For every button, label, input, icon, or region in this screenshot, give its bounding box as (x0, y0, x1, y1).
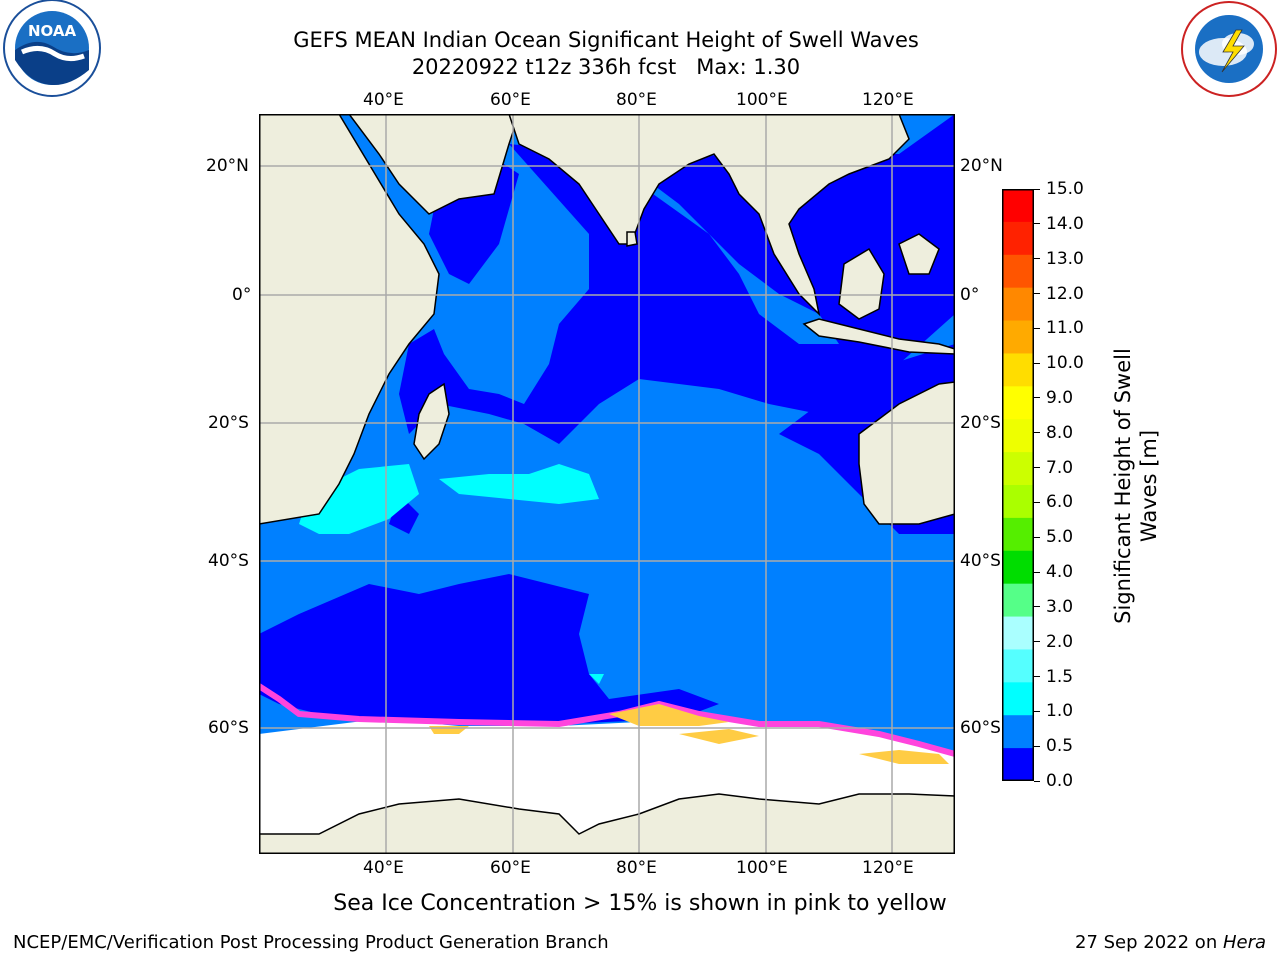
lat-label-left: 20°N (206, 156, 249, 176)
colorbar-tick-label: 8.0 (1034, 423, 1073, 443)
colorbar-tick-mark (1034, 571, 1040, 573)
colorbar-tick-mark (1034, 432, 1040, 434)
footer-credit: NCEP/EMC/Verification Post Processing Pr… (13, 932, 609, 953)
colorbar-swatch (1002, 221, 1034, 256)
lon-label-bottom: 40°E (363, 858, 404, 878)
colorbar-swatch (1002, 583, 1034, 618)
colorbar-tick-label: 1.0 (1034, 701, 1073, 721)
colorbar-tick-mark (1034, 710, 1040, 712)
lat-label-left: 0° (232, 285, 252, 305)
colorbar-swatch (1002, 550, 1034, 585)
colorbar-swatch (1002, 287, 1034, 322)
lat-label-right: 20°S (960, 413, 1001, 433)
lon-label-bottom: 120°E (862, 858, 914, 878)
lon-label-bottom: 100°E (736, 858, 788, 878)
colorbar-swatch (1002, 386, 1034, 420)
colorbar-tick-label: 11.0 (1034, 318, 1084, 338)
colorbar-swatch (1002, 452, 1034, 486)
colorbar-tick-label: 15.0 (1034, 179, 1084, 199)
noaa-logo-text: NOAA (28, 22, 77, 40)
chart-subtitle: 20220922 t12z 336h fcst Max: 1.30 (411, 55, 801, 79)
lat-label-right: 40°S (960, 551, 1001, 571)
colorbar-tick-mark (1034, 188, 1040, 190)
colorbar-tick-label: 2.0 (1034, 632, 1073, 652)
colorbar-label: Significant Height of Swell Waves [m] (1110, 316, 1166, 656)
colorbar-tick-label: 4.0 (1034, 562, 1073, 582)
colorbar-tick-mark (1034, 536, 1040, 538)
lon-label-bottom: 60°E (490, 858, 531, 878)
colorbar-tick-label: 3.0 (1034, 597, 1073, 617)
higher-swell-regions (299, 464, 604, 684)
colorbar-ticks: 15.0 14.0 13.0 12.0 11.0 10.0 9.0 8.0 7.0 6.0 5.0 4… (1034, 179, 1104, 791)
colorbar-swatch (1002, 320, 1034, 354)
colorbar-swatch (1002, 189, 1034, 223)
noaa-logo: NOAA (3, 0, 101, 97)
lat-label-right: 20°N (960, 156, 1003, 176)
lat-label-left: 20°S (208, 413, 249, 433)
lon-label-top: 100°E (736, 90, 788, 110)
colorbar-tick-mark (1034, 641, 1040, 643)
colorbar-tick-mark (1034, 676, 1040, 677)
colorbar-tick-mark (1034, 397, 1040, 399)
lon-label-top: 60°E (490, 90, 531, 110)
colorbar-swatch (1002, 616, 1034, 650)
colorbar-swatch (1002, 682, 1034, 716)
lon-label-bottom: 80°E (616, 858, 657, 878)
colorbar-tick-label: 0.0 (1034, 771, 1073, 791)
colorbar-tick-label: 6.0 (1034, 492, 1073, 512)
lon-label-top: 80°E (616, 90, 657, 110)
colorbar-tick-mark (1034, 327, 1040, 329)
colorbar-tick-mark (1034, 606, 1040, 608)
land-masses (259, 114, 955, 854)
map-panel (259, 114, 955, 854)
footer-host: Hera (1222, 932, 1266, 953)
colorbar-tick-mark (1034, 258, 1040, 260)
footer-date: 27 Sep 2022 on Hera (1075, 932, 1266, 954)
colorbar-tick-label: 1.5 (1034, 667, 1073, 687)
colorbar-tick-mark (1034, 223, 1040, 225)
colorbar-tick-mark (1034, 745, 1040, 747)
colorbar-swatch (1002, 748, 1034, 781)
chart-title: GEFS MEAN Indian Ocean Significant Heigh… (293, 28, 919, 52)
colorbar-tick-mark (1034, 467, 1040, 469)
colorbar-swatch (1002, 649, 1034, 683)
colorbar-label-line1: Significant Height of Swell (1111, 348, 1135, 624)
nws-logo (1181, 1, 1277, 97)
colorbar (1002, 189, 1034, 781)
colorbar-tick-mark (1034, 293, 1040, 294)
colorbar-swatch (1002, 485, 1034, 519)
lat-label-left: 60°S (208, 718, 249, 738)
colorbar-tick-label: 7.0 (1034, 458, 1073, 478)
colorbar-tick-label: 0.5 (1034, 736, 1073, 756)
colorbar-tick-mark (1034, 780, 1040, 782)
lat-label-right: 60°S (960, 718, 1001, 738)
colorbar-tick-label: 9.0 (1034, 388, 1073, 408)
colorbar-tick-label: 13.0 (1034, 249, 1084, 269)
colorbar-tick-label: 5.0 (1034, 527, 1073, 547)
footer-date-text: 27 Sep 2022 on (1075, 932, 1223, 953)
colorbar-swatch (1002, 254, 1034, 289)
lat-label-left: 40°S (208, 551, 249, 571)
colorbar-label-line2: Waves [m] (1137, 429, 1161, 543)
colorbar-swatch (1002, 517, 1034, 552)
map-frame (259, 114, 955, 854)
colorbar-tick-label: 14.0 (1034, 214, 1084, 234)
lon-label-top: 40°E (363, 90, 404, 110)
colorbar-swatch (1002, 715, 1034, 749)
colorbar-tick-mark (1034, 501, 1040, 503)
colorbar-swatch (1002, 419, 1034, 453)
colorbar-tick-label: 12.0 (1034, 284, 1084, 304)
colorbar-tick-label: 10.0 (1034, 353, 1084, 373)
sea-ice-note: Sea Ice Concentration > 15% is shown in … (333, 891, 947, 916)
map-gridlines (259, 114, 955, 854)
lon-label-top: 120°E (862, 90, 914, 110)
colorbar-swatch (1002, 353, 1034, 387)
colorbar-tick-mark (1034, 362, 1040, 364)
lat-label-right: 0° (960, 285, 980, 305)
